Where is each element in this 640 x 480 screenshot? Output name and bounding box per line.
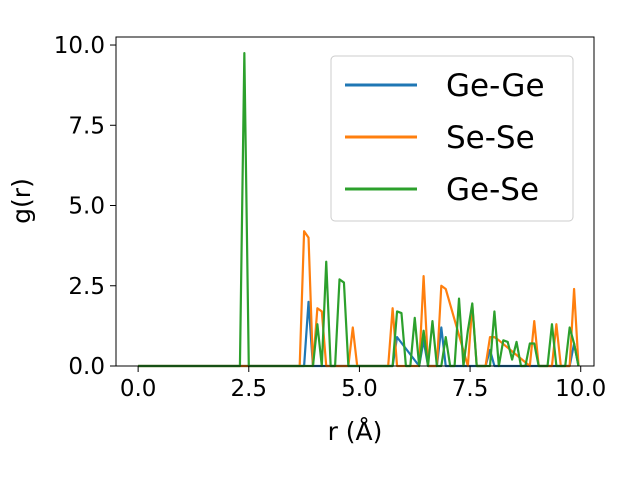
y-axis-label: g(r) xyxy=(7,178,36,224)
x-tick-label: 5.0 xyxy=(341,376,378,402)
legend-label-ge-se: Ge-Se xyxy=(446,172,539,208)
x-tick-label: 7.5 xyxy=(452,376,489,402)
legend-label-se-se: Se-Se xyxy=(446,120,535,156)
x-tick-label: 0.0 xyxy=(120,376,157,402)
y-tick-label: 7.5 xyxy=(68,113,105,139)
x-axis-label: r (Å) xyxy=(328,417,383,446)
y-tick-label: 2.5 xyxy=(68,274,105,300)
series-line-se-se xyxy=(138,230,580,368)
x-tick-label: 2.5 xyxy=(230,376,267,402)
y-axis: 0.0 2.5 5.0 7.5 10.0 xyxy=(54,33,116,380)
legend-label-ge-ge: Ge-Ge xyxy=(446,68,545,104)
axes-frame xyxy=(115,36,595,367)
x-tick-label: 10.0 xyxy=(555,376,606,402)
x-axis: 0.0 2.5 5.0 7.5 10.0 xyxy=(120,366,606,402)
y-tick-label: 0.0 xyxy=(68,354,105,380)
legend-box xyxy=(330,55,574,222)
legend: Ge-Ge Se-Se Ge-Se xyxy=(330,55,574,222)
y-tick-label: 5.0 xyxy=(68,194,105,220)
y-tick-label: 10.0 xyxy=(54,33,105,59)
